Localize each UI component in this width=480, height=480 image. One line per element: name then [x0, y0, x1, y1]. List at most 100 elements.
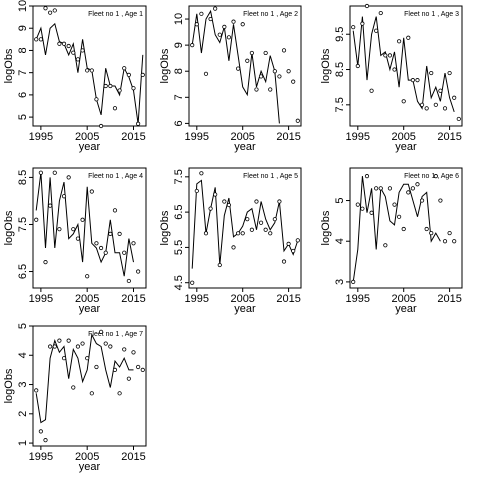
plot-frame [188, 167, 302, 289]
fitted-line [35, 333, 134, 424]
y-tick-label: 7.5 [17, 217, 29, 232]
observed-point [80, 217, 85, 222]
y-tick-label: 4 [334, 238, 346, 244]
panel-title: Fleet no 1 , Age 3 [404, 11, 459, 18]
y-tick-label: 6 [17, 92, 29, 98]
plot-frame [188, 5, 302, 127]
observed-point [231, 19, 236, 24]
y-axis-label: logObs [3, 210, 15, 245]
x-tick-label: 2015 [276, 131, 300, 143]
observed-point [126, 72, 131, 77]
observed-point [281, 48, 287, 53]
observed-point [89, 391, 94, 396]
observed-point [34, 217, 39, 222]
observed-point [364, 3, 370, 9]
observed-point [48, 344, 53, 349]
panel-title: Fleet no 1 , Age 1 [88, 11, 143, 18]
observed-point [34, 37, 39, 42]
panel-title: Fleet no 1 , Age 2 [243, 11, 298, 18]
observed-point [415, 78, 420, 83]
observed-point [136, 121, 141, 126]
observed-point [226, 35, 232, 40]
observed-point [75, 236, 81, 241]
observed-point [98, 329, 104, 334]
observed-point [48, 203, 53, 208]
x-tick-label: 2005 [75, 131, 99, 143]
observed-point [447, 230, 452, 236]
observed-point [194, 188, 199, 194]
panel-title: Fleet no 1 , Age 7 [88, 331, 143, 338]
observed-point [295, 118, 300, 123]
y-tick-label: 7 [173, 94, 185, 100]
observed-point [208, 16, 213, 22]
observed-point [291, 248, 296, 254]
observed-point [117, 391, 122, 396]
observed-point [456, 116, 461, 122]
observed-point [61, 194, 67, 199]
observed-point [38, 170, 43, 175]
observed-point [75, 344, 81, 349]
panel-4: 1995 2005 2015 6.5 7.5 8.5 year logObs Fleet no … [3, 167, 147, 315]
observed-point [117, 231, 122, 236]
observed-point [66, 175, 71, 180]
x-tick-label: 2015 [121, 451, 145, 463]
observed-point [71, 50, 76, 55]
panel-title: Fleet no 1 , Age 4 [88, 173, 143, 180]
observed-point [406, 35, 411, 40]
x-tick-label: 2005 [75, 451, 99, 463]
observed-point [108, 344, 113, 349]
observed-point [406, 190, 411, 195]
observed-point [48, 10, 53, 15]
panel-5: 1995 2005 2015 4.5 5.5 6.5 7.5 year logObs Fleet … [159, 167, 302, 315]
x-tick-label: 2005 [391, 293, 415, 305]
observed-point [419, 198, 425, 203]
x-tick-label: 1995 [29, 451, 53, 463]
observed-point [112, 208, 118, 213]
observed-point [286, 69, 291, 74]
observed-point [94, 97, 99, 102]
observed-point [401, 226, 406, 232]
x-tick-label: 2015 [121, 131, 145, 143]
observed-point [208, 206, 213, 211]
observed-point [263, 227, 268, 232]
observed-point [240, 22, 245, 27]
observed-point [258, 220, 264, 225]
y-tick-label: 8.5 [334, 62, 346, 77]
y-tick-label: 10 [173, 13, 185, 25]
y-tick-label: 8 [17, 47, 29, 53]
observed-point [236, 231, 241, 236]
observed-point [429, 230, 434, 236]
x-tick-label: 1995 [346, 131, 370, 143]
x-axis-label: year [79, 461, 101, 473]
y-tick-label: 5.5 [173, 240, 185, 255]
observed-point [268, 231, 273, 236]
observed-point [203, 231, 209, 236]
observed-point [226, 202, 232, 208]
observed-point [136, 364, 141, 370]
y-tick-label: 5 [17, 114, 29, 120]
observed-point [217, 32, 222, 37]
observed-point [351, 279, 356, 284]
observed-point [80, 341, 85, 346]
y-axis-label: logObs [159, 48, 171, 83]
x-tick-label: 1995 [29, 293, 53, 305]
observed-point [213, 6, 218, 11]
fitted-line [35, 172, 134, 277]
y-tick-label: 3 [334, 279, 346, 285]
observed-point [98, 123, 104, 129]
x-tick-label: 2015 [121, 293, 145, 305]
y-tick-label: 7.5 [173, 169, 185, 184]
observed-point [410, 78, 415, 83]
observed-point [355, 63, 360, 69]
fitted-line [352, 16, 455, 113]
observed-point [131, 86, 136, 91]
observed-point [277, 74, 282, 79]
observed-point [140, 367, 145, 373]
observed-point [57, 227, 62, 232]
observed-point [254, 87, 259, 92]
observed-point [131, 350, 136, 355]
observed-point [117, 88, 122, 93]
observed-point [355, 202, 360, 207]
panel-title: Fleet no 1 , Age 5 [243, 173, 298, 180]
y-tick-label: 4.5 [173, 275, 185, 290]
